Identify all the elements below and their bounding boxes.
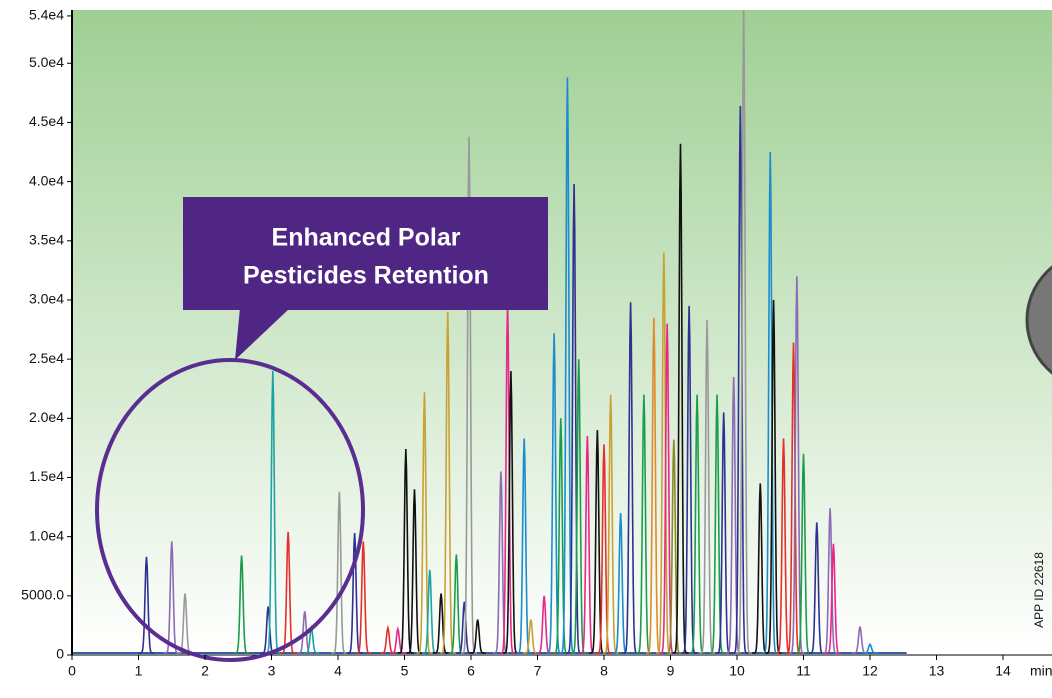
peak xyxy=(296,611,313,654)
highlight-ellipse xyxy=(95,358,365,662)
callout-box xyxy=(183,197,548,310)
x-axis-unit: min xyxy=(1030,663,1052,679)
peak xyxy=(416,392,433,654)
peak xyxy=(596,444,612,654)
peak xyxy=(732,105,749,654)
peak xyxy=(709,394,726,654)
y-tick-label: 5.4e4 xyxy=(29,7,64,23)
y-tick-label: 1.5e4 xyxy=(29,468,64,484)
x-tick-label: 6 xyxy=(467,663,475,679)
y-tick-label: 0 xyxy=(56,646,64,662)
x-tick-label: 8 xyxy=(600,663,608,679)
x-tick-label: 3 xyxy=(268,663,276,679)
peak xyxy=(570,359,587,654)
y-tick-label: 5000.0 xyxy=(21,587,64,603)
peak xyxy=(439,311,456,654)
x-tick-label: 13 xyxy=(929,663,945,679)
peak xyxy=(233,555,250,654)
x-tick-label: 5 xyxy=(401,663,409,679)
peak xyxy=(665,439,682,654)
y-tick-label: 3.5e4 xyxy=(29,231,64,247)
peak xyxy=(433,593,450,654)
y-tick-label: 3.0e4 xyxy=(29,291,64,307)
x-tick-label: 9 xyxy=(667,663,675,679)
y-tick-label: 5.0e4 xyxy=(29,54,64,70)
x-tick-label: 14 xyxy=(995,663,1011,679)
y-tick-label: 2.0e4 xyxy=(29,409,64,425)
x-tick-label: 4 xyxy=(334,663,342,679)
x-tick-label: 1 xyxy=(135,663,143,679)
peak xyxy=(825,543,842,654)
y-tick-label: 4.5e4 xyxy=(29,113,64,129)
peak xyxy=(788,276,805,654)
peak xyxy=(138,556,155,654)
peak xyxy=(331,491,348,654)
peak xyxy=(389,625,406,654)
x-tick-label: 10 xyxy=(729,663,745,679)
peak xyxy=(725,376,742,654)
peak xyxy=(672,143,689,654)
peak xyxy=(355,541,372,654)
peak xyxy=(469,619,486,654)
callout-pointer xyxy=(235,308,290,360)
y-tick-label: 2.5e4 xyxy=(29,350,64,366)
y-tick-label: 1.0e4 xyxy=(29,527,64,543)
peak xyxy=(735,9,752,654)
y-tick-label: 4.0e4 xyxy=(29,172,64,188)
callout-text: Enhanced Polar xyxy=(272,224,461,252)
peak xyxy=(822,508,839,654)
x-tick-label: 7 xyxy=(534,663,542,679)
x-tick-label: 0 xyxy=(68,663,76,679)
peak xyxy=(516,438,533,654)
decoration xyxy=(1025,265,1052,375)
peak xyxy=(346,533,363,654)
x-tick-label: 12 xyxy=(862,663,878,679)
side-label: APP ID 22618 xyxy=(1032,552,1046,628)
peak xyxy=(280,531,297,654)
peak xyxy=(397,449,414,654)
callout-text: Pesticides Retention xyxy=(243,262,489,290)
x-tick-label: 2 xyxy=(201,663,209,679)
peak xyxy=(681,305,698,654)
x-tick-label: 11 xyxy=(796,663,811,679)
peak xyxy=(862,643,878,654)
